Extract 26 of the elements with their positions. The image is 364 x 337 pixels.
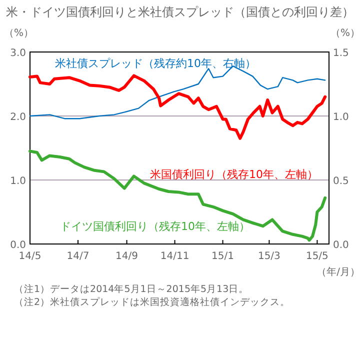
y-tick-label: 3.0 (10, 48, 26, 59)
y-axis-title: （%） (4, 28, 34, 39)
y-tick-label: 2.0 (10, 112, 26, 123)
text: （注1）データは2014年5月1日～2015年5月13日。 (14, 283, 249, 295)
line-series (28, 74, 327, 140)
x-tick-label: 15/1 (212, 251, 234, 262)
x-tick-label: 14/9 (116, 251, 138, 262)
x-axis-title: （年/月） (316, 266, 360, 278)
series-label: 米社債スプレッド（残存約10年、右軸） (55, 57, 256, 70)
text: 米国債利回り（残存10年、左軸） (150, 168, 318, 181)
y2-tick-label: 1.0 (333, 112, 349, 123)
x-tick-label: 15/3 (258, 251, 280, 262)
y2-tick-label: 0.5 (333, 176, 349, 187)
x-tick-label: 14/7 (66, 251, 90, 262)
series-label: ドイツ国債利回り（残存10年、左軸） (60, 220, 250, 233)
x-tick-label: 14/11 (160, 251, 190, 262)
y2-tick-label: 0.0 (333, 240, 349, 251)
text: （注2）米社債スプレッドは米国投資適格社債インデックス。 (14, 296, 290, 308)
y-tick-label: 0.0 (10, 240, 26, 251)
line-series (28, 150, 327, 242)
y-tick-label: 1.0 (10, 176, 26, 187)
chart-title: 米・ドイツ国債利回りと米社債スプレッド（国債との利回り差） (6, 5, 354, 19)
x-tick-label: 15/5 (306, 251, 328, 262)
y2-tick-label: 1.5 (333, 48, 349, 59)
y2-axis-title: （%） (330, 28, 360, 39)
x-tick-label: 14/5 (18, 251, 42, 262)
